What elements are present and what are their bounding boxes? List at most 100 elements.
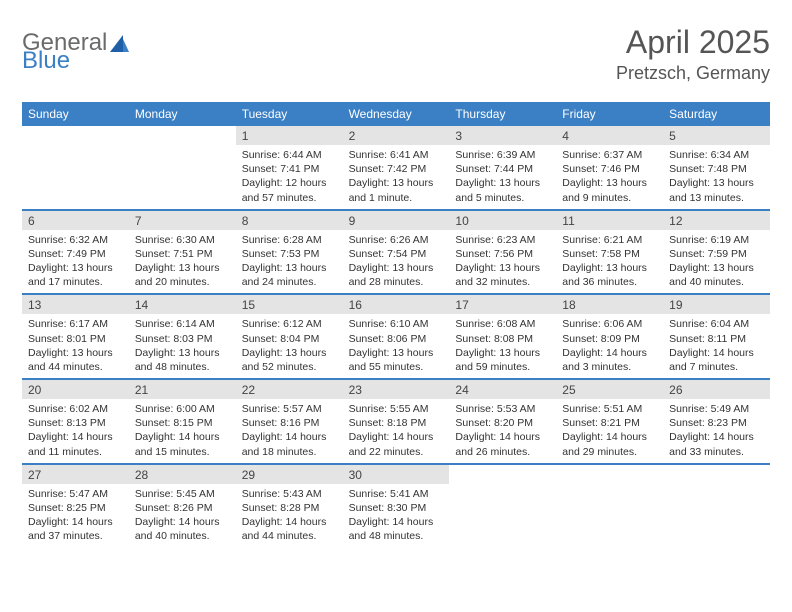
day-cell: 16Sunrise: 6:10 AMSunset: 8:06 PMDayligh… — [343, 295, 450, 378]
location: Pretzsch, Germany — [616, 63, 770, 84]
day-number: 19 — [663, 295, 770, 314]
daylight: Daylight: 13 hours and 13 minutes. — [669, 176, 764, 204]
day-cell: 18Sunrise: 6:06 AMSunset: 8:09 PMDayligh… — [556, 295, 663, 378]
daylight: Daylight: 14 hours and 37 minutes. — [28, 515, 123, 543]
daylight: Daylight: 14 hours and 26 minutes. — [455, 430, 550, 458]
day-details: Sunrise: 5:57 AMSunset: 8:16 PMDaylight:… — [236, 399, 343, 463]
week-row: 13Sunrise: 6:17 AMSunset: 8:01 PMDayligh… — [22, 293, 770, 378]
daylight: Daylight: 14 hours and 40 minutes. — [135, 515, 230, 543]
daylight: Daylight: 13 hours and 55 minutes. — [349, 346, 444, 374]
day-number: 8 — [236, 211, 343, 230]
sunrise: Sunrise: 6:39 AM — [455, 148, 550, 162]
sunset: Sunset: 8:04 PM — [242, 332, 337, 346]
sunrise: Sunrise: 6:32 AM — [28, 233, 123, 247]
sunrise: Sunrise: 6:17 AM — [28, 317, 123, 331]
day-cell: 15Sunrise: 6:12 AMSunset: 8:04 PMDayligh… — [236, 295, 343, 378]
daylight: Daylight: 13 hours and 28 minutes. — [349, 261, 444, 289]
daylight: Daylight: 13 hours and 5 minutes. — [455, 176, 550, 204]
sunrise: Sunrise: 6:12 AM — [242, 317, 337, 331]
sunset: Sunset: 8:15 PM — [135, 416, 230, 430]
sunset: Sunset: 8:21 PM — [562, 416, 657, 430]
day-details: Sunrise: 6:26 AMSunset: 7:54 PMDaylight:… — [343, 230, 450, 294]
day-number: 13 — [22, 295, 129, 314]
day-cell: 9Sunrise: 6:26 AMSunset: 7:54 PMDaylight… — [343, 211, 450, 294]
sunrise: Sunrise: 6:06 AM — [562, 317, 657, 331]
daylight: Daylight: 12 hours and 57 minutes. — [242, 176, 337, 204]
week-row: 1Sunrise: 6:44 AMSunset: 7:41 PMDaylight… — [22, 126, 770, 209]
daylight: Daylight: 13 hours and 9 minutes. — [562, 176, 657, 204]
sunset: Sunset: 8:30 PM — [349, 501, 444, 515]
sunset: Sunset: 8:13 PM — [28, 416, 123, 430]
day-details: Sunrise: 6:23 AMSunset: 7:56 PMDaylight:… — [449, 230, 556, 294]
sunset: Sunset: 7:53 PM — [242, 247, 337, 261]
sunrise: Sunrise: 5:49 AM — [669, 402, 764, 416]
day-details: Sunrise: 5:53 AMSunset: 8:20 PMDaylight:… — [449, 399, 556, 463]
day-details: Sunrise: 6:08 AMSunset: 8:08 PMDaylight:… — [449, 314, 556, 378]
sunset: Sunset: 7:44 PM — [455, 162, 550, 176]
sunrise: Sunrise: 6:23 AM — [455, 233, 550, 247]
day-cell: 22Sunrise: 5:57 AMSunset: 8:16 PMDayligh… — [236, 380, 343, 463]
daylight: Daylight: 14 hours and 48 minutes. — [349, 515, 444, 543]
day-details: Sunrise: 6:28 AMSunset: 7:53 PMDaylight:… — [236, 230, 343, 294]
day-number: 28 — [129, 465, 236, 484]
day-number: 21 — [129, 380, 236, 399]
sunset: Sunset: 8:28 PM — [242, 501, 337, 515]
day-details: Sunrise: 6:06 AMSunset: 8:09 PMDaylight:… — [556, 314, 663, 378]
day-number: 29 — [236, 465, 343, 484]
daylight: Daylight: 14 hours and 15 minutes. — [135, 430, 230, 458]
sunrise: Sunrise: 6:21 AM — [562, 233, 657, 247]
sunset: Sunset: 7:51 PM — [135, 247, 230, 261]
day-cell: 13 Sunrise: 6:17 AMSunset: 8:01 PMDayligh… — [22, 295, 129, 378]
title-block: April 2025 Pretzsch, Germany — [616, 24, 770, 84]
day-number: 17 — [449, 295, 556, 314]
sunrise: Sunrise: 5:53 AM — [455, 402, 550, 416]
sunset: Sunset: 8:18 PM — [349, 416, 444, 430]
sunrise: Sunrise: 6:28 AM — [242, 233, 337, 247]
day-cell: 30Sunrise: 5:41 AMSunset: 8:30 PMDayligh… — [343, 465, 450, 548]
day-number: 26 — [663, 380, 770, 399]
day-cell: 1Sunrise: 6:44 AMSunset: 7:41 PMDaylight… — [236, 126, 343, 209]
sunrise: Sunrise: 5:43 AM — [242, 487, 337, 501]
daylight: Daylight: 13 hours and 20 minutes. — [135, 261, 230, 289]
sunset: Sunset: 7:59 PM — [669, 247, 764, 261]
day-cell: 24Sunrise: 5:53 AMSunset: 8:20 PMDayligh… — [449, 380, 556, 463]
sunrise: Sunrise: 6:41 AM — [349, 148, 444, 162]
day-number: 6 — [22, 211, 129, 230]
daylight: Daylight: 13 hours and 44 minutes. — [28, 346, 123, 374]
day-details: Sunrise: 6:19 AMSunset: 7:59 PMDaylight:… — [663, 230, 770, 294]
day-number: 5 — [663, 126, 770, 145]
sunrise: Sunrise: 5:57 AM — [242, 402, 337, 416]
day-details: Sunrise: 5:41 AMSunset: 8:30 PMDaylight:… — [343, 484, 450, 548]
sunset: Sunset: 8:01 PM — [28, 332, 123, 346]
sunrise: Sunrise: 6:14 AM — [135, 317, 230, 331]
day-cell: 28Sunrise: 5:45 AMSunset: 8:26 PMDayligh… — [129, 465, 236, 548]
day-cell — [129, 126, 236, 209]
sunrise: Sunrise: 6:34 AM — [669, 148, 764, 162]
day-details: Sunrise: 6:32 AMSunset: 7:49 PMDaylight:… — [22, 230, 129, 294]
day-cell: 3Sunrise: 6:39 AMSunset: 7:44 PMDaylight… — [449, 126, 556, 209]
day-number: 27 — [22, 465, 129, 484]
sunrise: Sunrise: 6:19 AM — [669, 233, 764, 247]
day-cell: 14Sunrise: 6:14 AMSunset: 8:03 PMDayligh… — [129, 295, 236, 378]
daylight: Daylight: 14 hours and 29 minutes. — [562, 430, 657, 458]
daylight: Daylight: 14 hours and 33 minutes. — [669, 430, 764, 458]
sunset: Sunset: 7:48 PM — [669, 162, 764, 176]
day-details: Sunrise: 6:12 AMSunset: 8:04 PMDaylight:… — [236, 314, 343, 378]
day-cell: 6Sunrise: 6:32 AMSunset: 7:49 PMDaylight… — [22, 211, 129, 294]
day-cell: 4Sunrise: 6:37 AMSunset: 7:46 PMDaylight… — [556, 126, 663, 209]
sunrise: Sunrise: 6:44 AM — [242, 148, 337, 162]
day-cell — [556, 465, 663, 548]
day-number: 25 — [556, 380, 663, 399]
day-cell: 12Sunrise: 6:19 AMSunset: 7:59 PMDayligh… — [663, 211, 770, 294]
weekday-fri: Friday — [556, 102, 663, 126]
weekday-header: Sunday Monday Tuesday Wednesday Thursday… — [22, 102, 770, 126]
day-details: Sunrise: 6:41 AMSunset: 7:42 PMDaylight:… — [343, 145, 450, 209]
daylight: Daylight: 14 hours and 11 minutes. — [28, 430, 123, 458]
day-number: 20 — [22, 380, 129, 399]
day-number: 16 — [343, 295, 450, 314]
day-details: Sunrise: 6:30 AMSunset: 7:51 PMDaylight:… — [129, 230, 236, 294]
sunset: Sunset: 7:54 PM — [349, 247, 444, 261]
day-cell: 8Sunrise: 6:28 AMSunset: 7:53 PMDaylight… — [236, 211, 343, 294]
weeks-container: 1Sunrise: 6:44 AMSunset: 7:41 PMDaylight… — [22, 126, 770, 547]
daylight: Daylight: 13 hours and 59 minutes. — [455, 346, 550, 374]
